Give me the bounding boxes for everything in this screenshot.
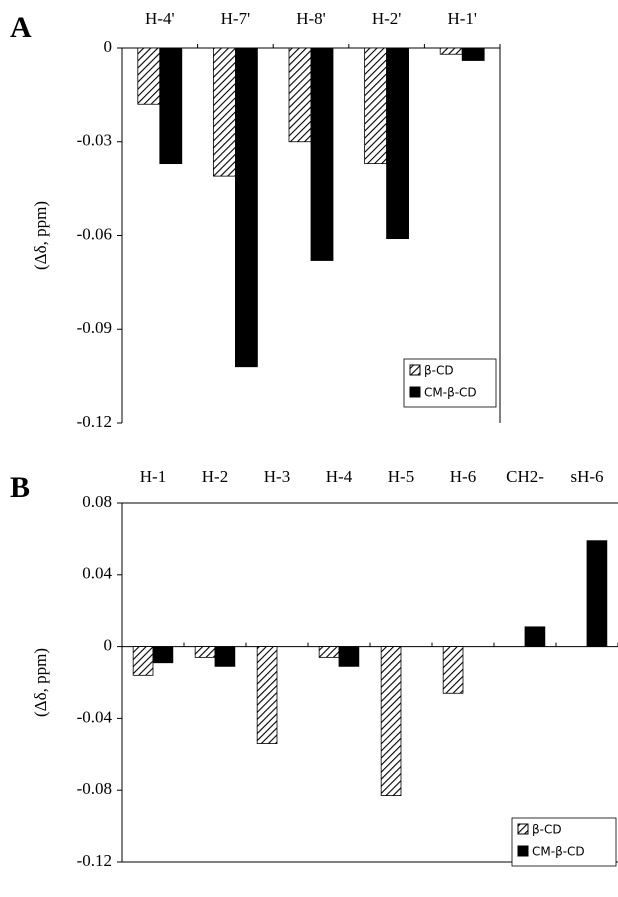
bar xyxy=(212,47,236,177)
bar xyxy=(386,47,410,240)
y-tick-label: -0.03 xyxy=(77,131,112,150)
bar xyxy=(524,626,546,647)
panel-label: B xyxy=(10,471,30,504)
x-tick-label: H-2' xyxy=(372,9,402,28)
x-tick-label: H-1 xyxy=(140,467,166,486)
bar xyxy=(310,47,334,261)
bar xyxy=(318,646,340,658)
x-tick-label: H-2 xyxy=(202,467,228,486)
y-axis-label: (Δδ, ppm) xyxy=(31,201,50,270)
bar xyxy=(461,47,485,61)
legend-swatch xyxy=(409,386,421,398)
y-tick-label: 0 xyxy=(104,37,113,56)
legend-label: β-CD xyxy=(532,823,562,837)
x-tick-label: H-3 xyxy=(264,467,290,486)
y-tick-label: -0.12 xyxy=(77,851,112,870)
bar xyxy=(194,646,216,658)
bar xyxy=(380,646,402,796)
bar xyxy=(159,47,183,165)
bar xyxy=(364,47,388,165)
y-tick-label: -0.08 xyxy=(77,779,112,798)
x-tick-label: CH2- xyxy=(506,467,544,486)
bar xyxy=(137,47,161,105)
x-tick-label: sH-6 xyxy=(570,467,603,486)
bar xyxy=(442,646,464,694)
y-tick-label: 0.04 xyxy=(82,564,112,583)
x-tick-label: H-1' xyxy=(447,9,477,28)
bar xyxy=(586,540,608,648)
bar xyxy=(214,646,236,667)
y-tick-label: -0.12 xyxy=(77,412,112,431)
bar xyxy=(132,646,154,676)
bar xyxy=(288,47,312,143)
legend-box xyxy=(403,358,497,408)
bar xyxy=(256,646,278,744)
panel-label: A xyxy=(10,11,32,44)
y-tick-label: 0.08 xyxy=(82,492,112,511)
legend-swatch xyxy=(409,364,421,376)
x-tick-label: H-4 xyxy=(326,467,353,486)
y-tick-label: -0.04 xyxy=(77,707,113,726)
x-tick-label: H-4' xyxy=(145,9,175,28)
legend-box xyxy=(511,817,617,867)
x-tick-label: H-5 xyxy=(388,467,414,486)
bar xyxy=(338,646,360,667)
legend-swatch xyxy=(517,823,529,835)
legend-label: CM-β-CD xyxy=(532,845,585,859)
legend-label: β-CD xyxy=(424,364,454,378)
y-tick-label: 0 xyxy=(104,636,113,655)
legend-swatch xyxy=(517,845,529,857)
x-tick-label: H-7' xyxy=(221,9,251,28)
x-tick-label: H-8' xyxy=(296,9,326,28)
y-tick-label: -0.09 xyxy=(77,318,112,337)
bar xyxy=(152,646,174,664)
x-tick-label: H-6 xyxy=(450,467,476,486)
y-axis-label: (Δδ, ppm) xyxy=(31,648,50,717)
legend-label: CM-β-CD xyxy=(424,386,477,400)
y-tick-label: -0.06 xyxy=(77,224,112,243)
bar xyxy=(234,47,258,368)
bar xyxy=(439,47,463,55)
